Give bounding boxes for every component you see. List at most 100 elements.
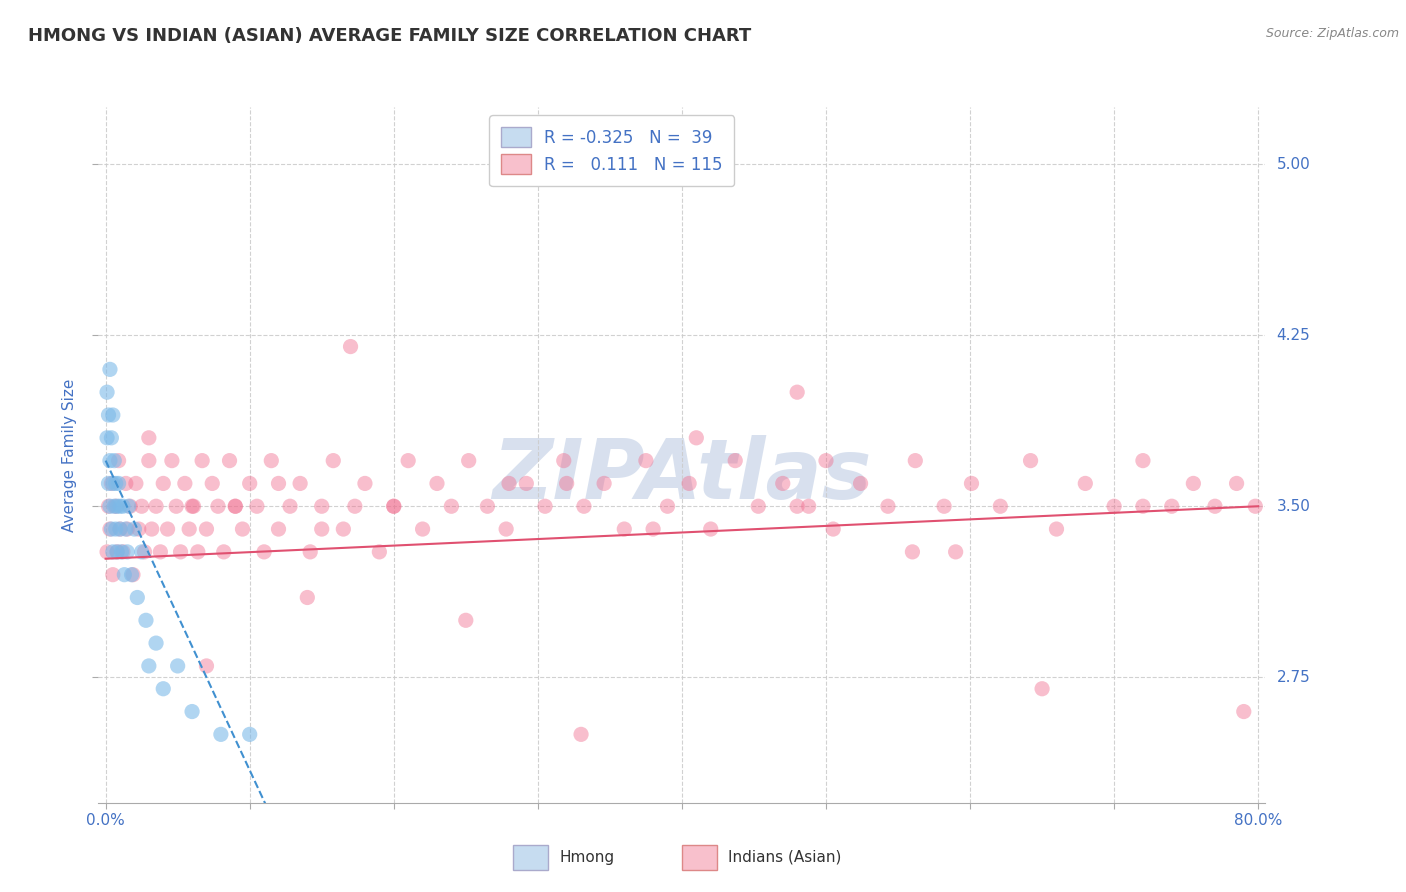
Text: 4.25: 4.25 [1277, 327, 1310, 343]
Point [454, 613, 477, 627]
Point [134, 545, 156, 559]
Point [426, 476, 449, 491]
Point [772, 476, 794, 491]
Point [297, 591, 319, 605]
Point [104, 522, 127, 536]
Point [100, 476, 122, 491]
Text: 2.75: 2.75 [1277, 670, 1310, 685]
Point [179, 522, 201, 536]
Point [191, 453, 214, 467]
Point [131, 500, 153, 514]
Text: Source: ZipAtlas.com: Source: ZipAtlas.com [1265, 27, 1399, 40]
Point [111, 545, 134, 559]
Point [98, 362, 121, 376]
Text: HMONG VS INDIAN (ASIAN) AVERAGE FAMILY SIZE CORRELATION CHART: HMONG VS INDIAN (ASIAN) AVERAGE FAMILY S… [28, 27, 751, 45]
Point [103, 500, 125, 514]
Point [311, 500, 333, 514]
Point [685, 431, 707, 445]
Point [593, 476, 616, 491]
Point [724, 453, 747, 467]
Point [904, 453, 927, 467]
Point [231, 522, 253, 536]
Point [101, 567, 124, 582]
Point [382, 500, 405, 514]
Point [149, 545, 172, 559]
Point [115, 522, 138, 536]
Point [224, 500, 246, 514]
Point [97, 408, 120, 422]
Point [278, 500, 301, 514]
Point [118, 500, 141, 514]
Point [253, 545, 276, 559]
Point [127, 591, 149, 605]
Point [515, 476, 537, 491]
Point [122, 567, 145, 582]
Point [246, 500, 269, 514]
Point [1233, 705, 1256, 719]
Point [131, 545, 153, 559]
Point [678, 476, 700, 491]
Point [110, 545, 132, 559]
Point [105, 545, 128, 559]
Point [166, 659, 188, 673]
Point [96, 545, 118, 559]
Point [440, 500, 463, 514]
Point [183, 500, 205, 514]
Point [181, 500, 204, 514]
Point [495, 522, 517, 536]
Point [877, 500, 900, 514]
Point [555, 476, 578, 491]
Point [382, 500, 405, 514]
Point [101, 408, 124, 422]
Point [98, 453, 121, 467]
Point [96, 431, 118, 445]
Point [212, 545, 235, 559]
Point [98, 500, 121, 514]
Point [152, 476, 174, 491]
Point [156, 522, 179, 536]
Point [138, 453, 160, 467]
Point [224, 500, 246, 514]
Point [849, 476, 872, 491]
Point [534, 500, 557, 514]
Point [107, 476, 129, 491]
Point [195, 522, 218, 536]
Text: ZIPAtlas: ZIPAtlas [492, 435, 872, 516]
Point [311, 522, 333, 536]
Point [339, 340, 361, 354]
Point [368, 545, 391, 559]
Point [104, 500, 127, 514]
Point [354, 476, 377, 491]
Point [128, 522, 150, 536]
Point [1160, 500, 1182, 514]
Point [1244, 500, 1267, 514]
Point [207, 500, 229, 514]
Point [105, 545, 128, 559]
Point [97, 500, 120, 514]
Point [396, 453, 419, 467]
Point [901, 545, 924, 559]
Point [239, 727, 262, 741]
Point [114, 522, 136, 536]
Point [1226, 476, 1249, 491]
Point [457, 453, 479, 467]
Point [160, 453, 183, 467]
Point [115, 545, 138, 559]
Point [747, 500, 769, 514]
Point [239, 476, 262, 491]
Point [634, 453, 657, 467]
Point [569, 727, 592, 741]
Point [412, 522, 434, 536]
Text: 3.50: 3.50 [1277, 499, 1310, 514]
Point [124, 522, 146, 536]
Point [643, 522, 665, 536]
Point [322, 453, 344, 467]
Point [209, 727, 232, 741]
Point [332, 522, 354, 536]
Point [786, 385, 808, 400]
Text: Indians (Asian): Indians (Asian) [728, 850, 842, 864]
Point [107, 453, 129, 467]
Point [195, 659, 218, 673]
Point [112, 567, 135, 582]
Point [145, 636, 167, 650]
